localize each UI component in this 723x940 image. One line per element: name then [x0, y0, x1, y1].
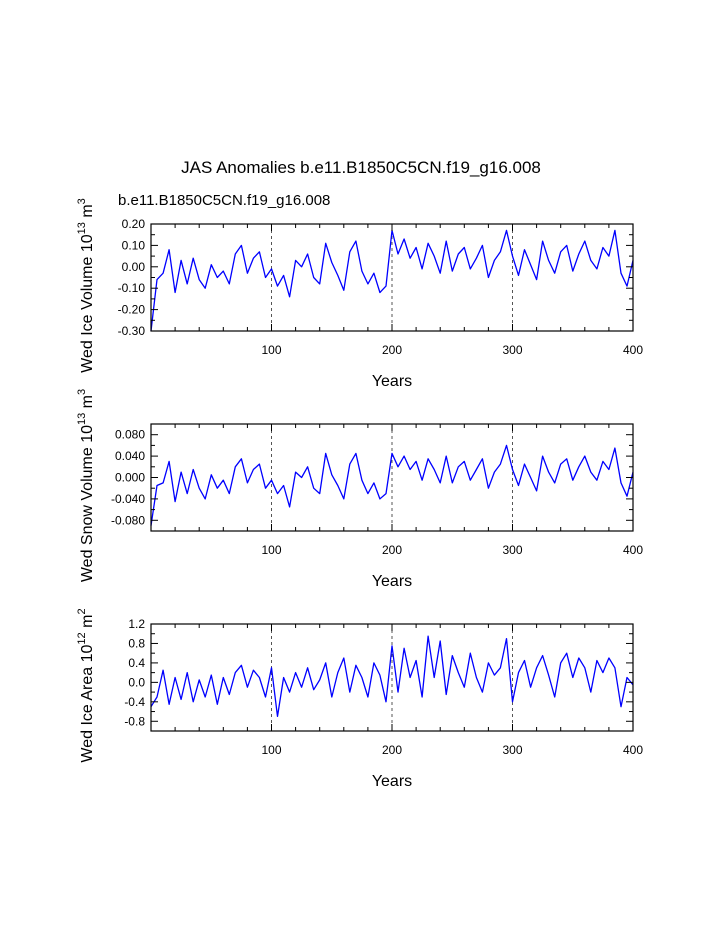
- x-tick-label: 400: [623, 743, 643, 757]
- y-tick-label: -0.040: [111, 492, 145, 506]
- figure-title: JAS Anomalies b.e11.B1850C5CN.f19_g16.00…: [181, 158, 541, 177]
- x-tick-label: 100: [261, 743, 281, 757]
- chart-panel-3: -0.8 -0.4 0.0 0.4 0.8 1.2 100 200 300 400 Years Wed…: [76, 608, 643, 790]
- y-tick-label: -0.10: [118, 281, 146, 295]
- legend-label: b.e11.B1850C5CN.f19_g16.008: [118, 192, 330, 209]
- chart-panel-1: -0.30 -0.20 -0.10 0.00 0.10 0.20 100 200 300 400 Y…: [76, 198, 643, 390]
- y-tick-label: 0.00: [122, 260, 146, 274]
- x-axis-label: Years: [372, 773, 412, 790]
- y-tick-label: 0.0: [128, 675, 145, 689]
- y-tick-label: -0.8: [124, 714, 145, 728]
- x-tick-label: 200: [382, 743, 402, 757]
- y-tick-label: 0.000: [115, 471, 145, 485]
- series-line-1: [150, 444, 634, 526]
- x-axis-label: Years: [372, 373, 412, 390]
- x-tick-label: 200: [382, 343, 402, 357]
- x-tick-label: 300: [502, 343, 522, 357]
- y-tick-label: -0.30: [118, 324, 146, 338]
- y-tick-label: -0.20: [118, 303, 146, 317]
- y-tick-label: 0.20: [122, 217, 146, 231]
- y-tick-label: 0.8: [128, 636, 145, 650]
- x-tick-label: 100: [261, 543, 281, 557]
- y-tick-label: 0.080: [115, 428, 145, 442]
- x-tick-label: 200: [382, 543, 402, 557]
- chart-panel-2: -0.080 -0.040 0.000 0.040 0.080 100 200 300 400 Y…: [76, 389, 643, 590]
- y-tick-label: 0.10: [122, 238, 146, 252]
- x-tick-label: 300: [502, 543, 522, 557]
- x-tick-label: 300: [502, 743, 522, 757]
- panels: -0.30 -0.20 -0.10 0.00 0.10 0.20 100 200 300 400 Y…: [76, 198, 643, 790]
- y-tick-label: 0.4: [128, 656, 145, 670]
- y-axis-label: Wed Ice Volume 1013 m3: [76, 198, 96, 373]
- y-tick-label: 0.040: [115, 449, 145, 463]
- y-tick-label: -0.080: [111, 513, 145, 527]
- y-tick-label: -0.4: [124, 695, 145, 709]
- series-line-1: [150, 635, 634, 718]
- y-axis-label: Wed Snow Volume 1013 m3: [76, 389, 96, 582]
- x-tick-label: 400: [623, 343, 643, 357]
- x-axis-label: Years: [372, 573, 412, 590]
- y-tick-label: 1.2: [128, 617, 145, 631]
- x-tick-label: 400: [623, 543, 643, 557]
- y-axis-label: Wed Ice Area 1012 m2: [76, 608, 96, 762]
- x-tick-label: 100: [261, 343, 281, 357]
